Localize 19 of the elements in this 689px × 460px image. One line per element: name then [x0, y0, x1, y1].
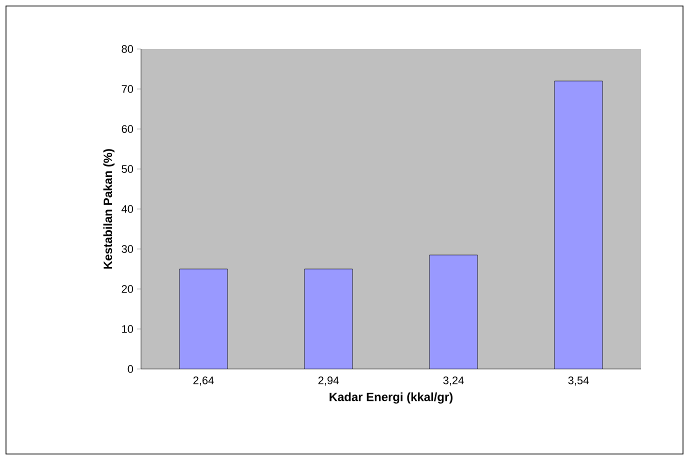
y-tick-label: 70	[122, 85, 134, 93]
x-tick-label: 3,24	[443, 376, 464, 386]
y-tick-label: 10	[122, 325, 134, 333]
y-axis-title: Kestabilan Pakan (%)	[103, 149, 114, 269]
x-tick-label: 3,54	[568, 376, 589, 386]
x-axis-title: Kadar Energi (kkal/gr)	[330, 392, 453, 404]
x-tick-label: 2,94	[318, 376, 339, 386]
y-tick-label: 60	[122, 125, 134, 133]
bar	[430, 255, 478, 369]
y-tick-label: 0	[128, 365, 134, 373]
bar	[180, 269, 228, 369]
y-tick-label: 40	[122, 205, 134, 213]
bar	[554, 80, 603, 369]
y-tick-label: 80	[122, 45, 134, 53]
y-tick-label: 30	[122, 245, 134, 253]
y-tick-label: 50	[122, 165, 134, 173]
y-tick-label: 20	[122, 285, 134, 293]
bar	[304, 269, 353, 369]
x-tick-label: 2,64	[193, 376, 214, 386]
